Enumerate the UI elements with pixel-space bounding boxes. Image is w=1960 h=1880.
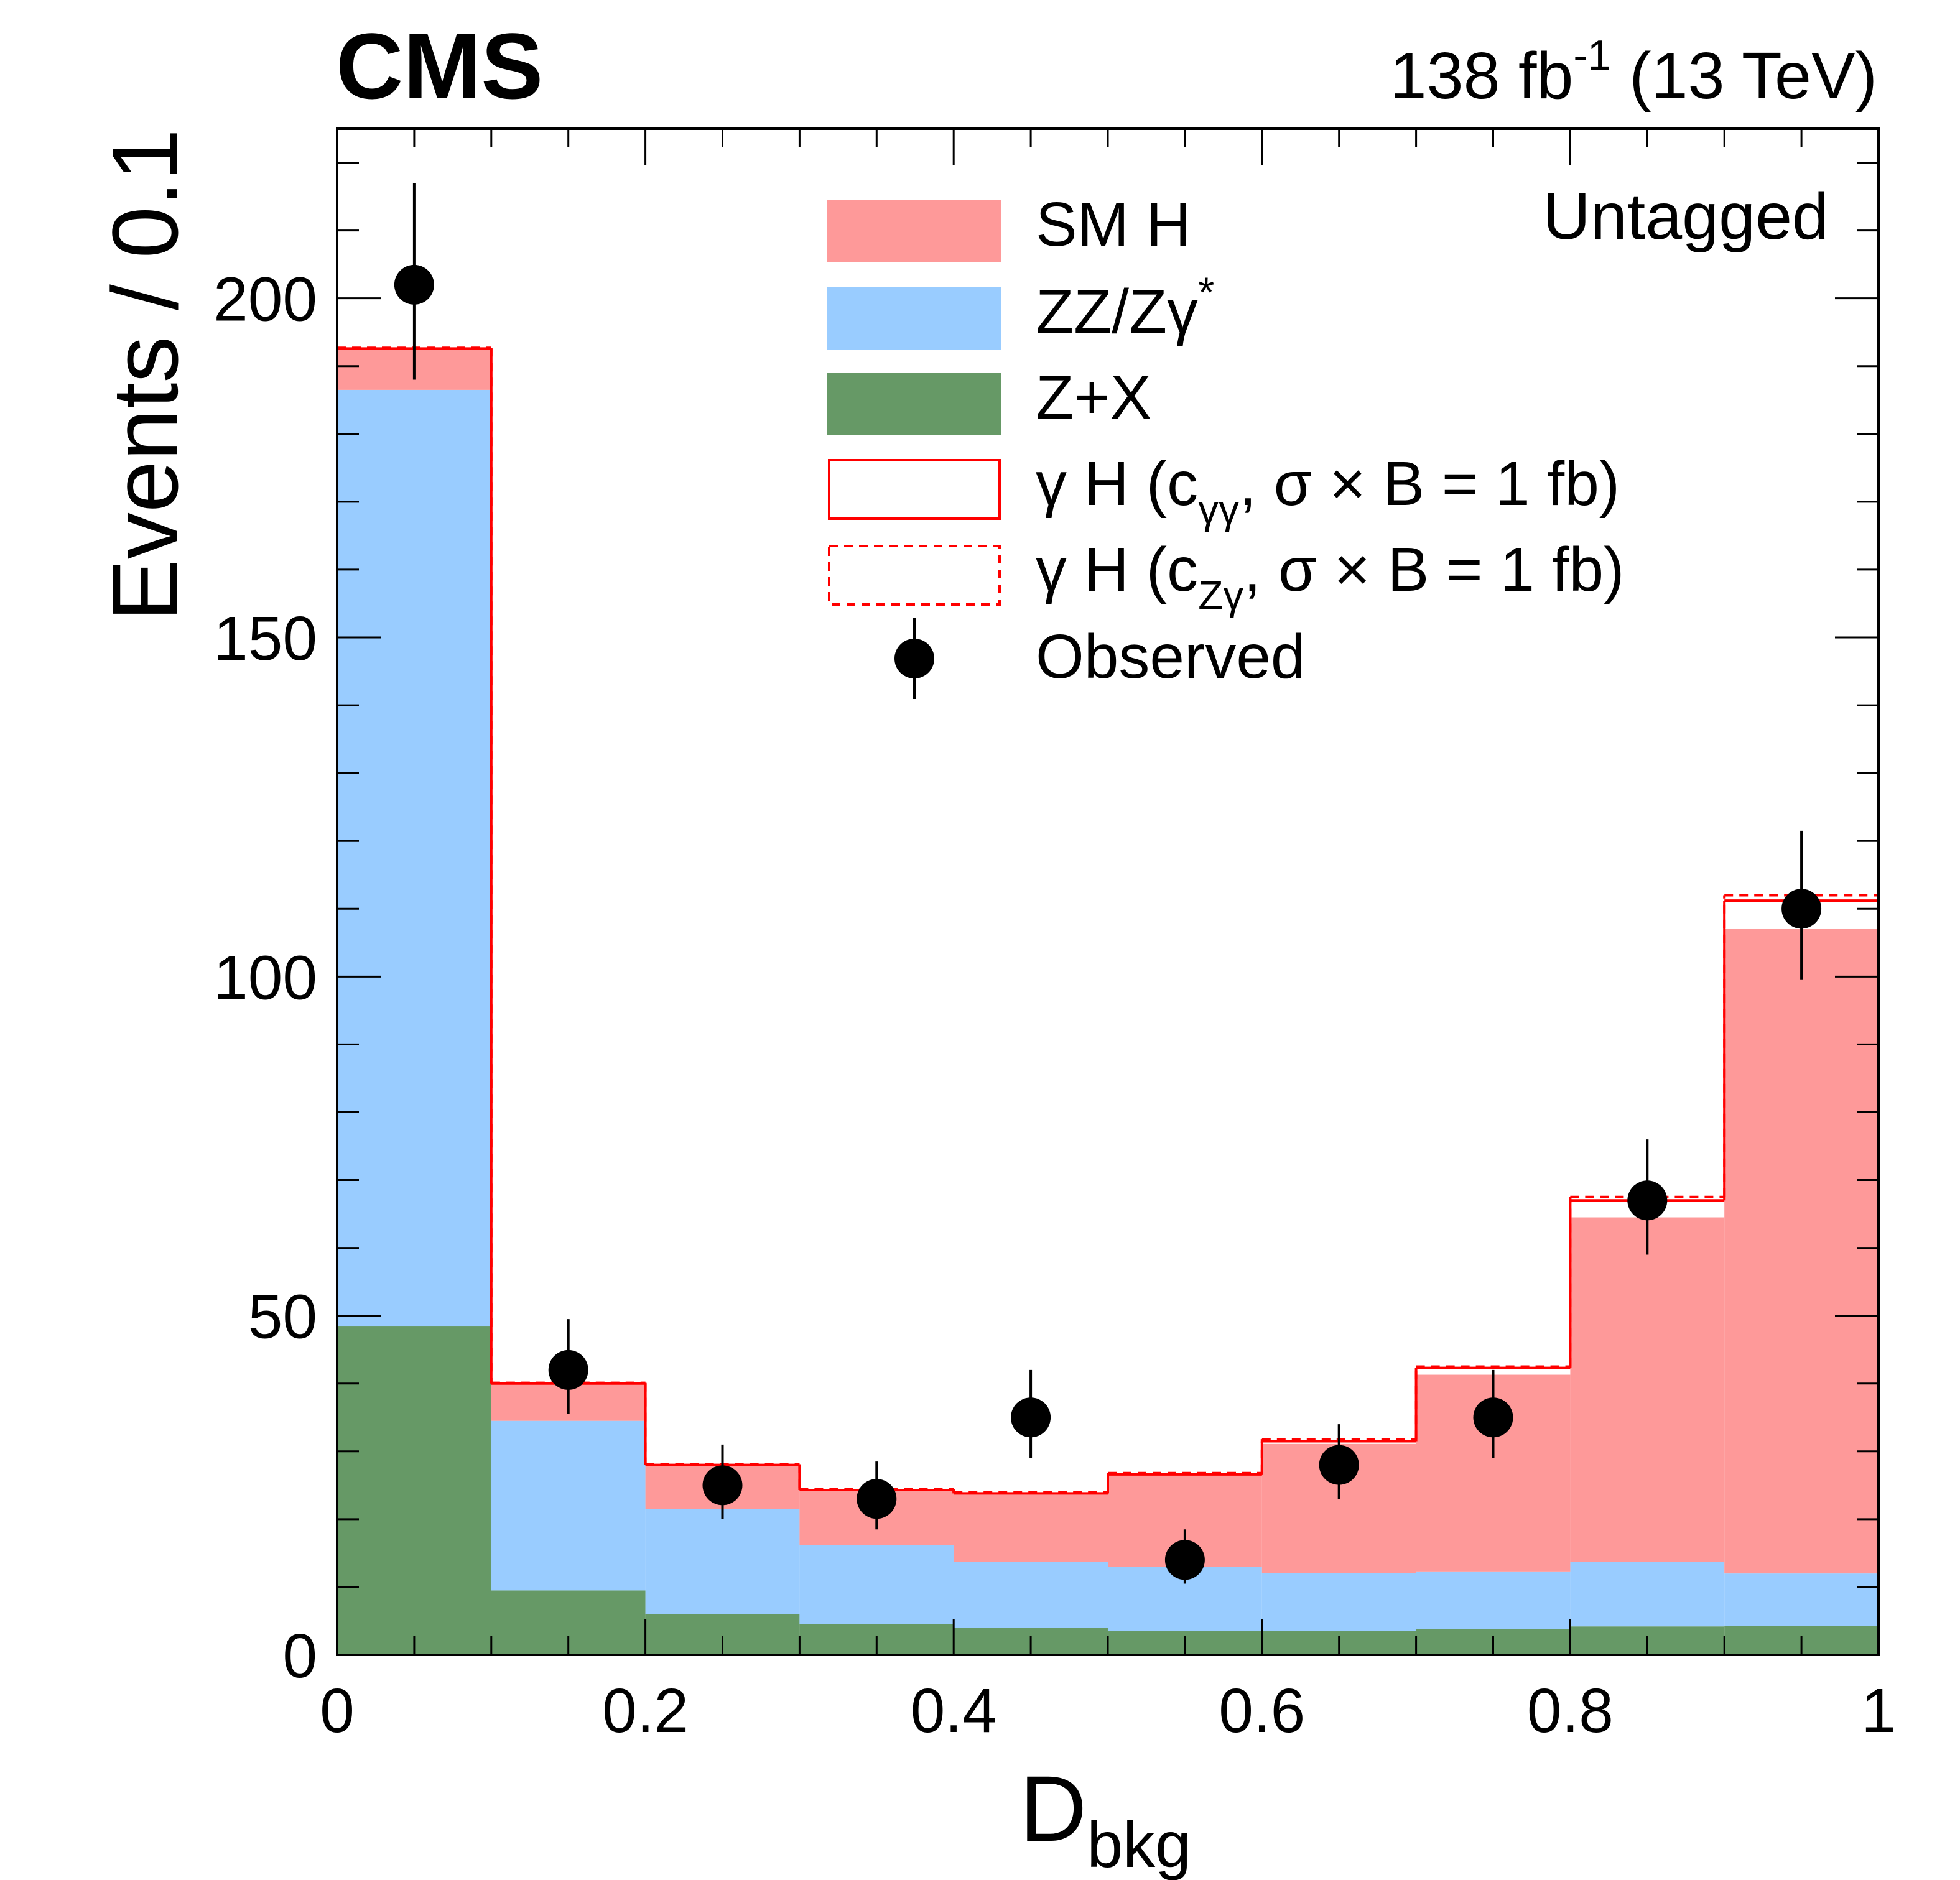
experiment-label: CMS [336, 14, 543, 118]
x-tick-label-5: 1 [1861, 1676, 1896, 1746]
x-axis-title-main: D [1019, 1756, 1087, 1861]
legend-swatch-zz [827, 287, 1001, 350]
observed-point-3 [857, 1479, 897, 1519]
luminosity-value: 138 fb [1390, 39, 1574, 113]
legend-label-observed: Observed [1036, 622, 1306, 692]
observed-point-9 [1781, 889, 1822, 929]
bar-zz-3 [799, 1545, 954, 1624]
luminosity-label: 138 fb-1 (13 TeV) [1390, 32, 1877, 113]
bar-zz-2 [645, 1509, 800, 1614]
x-tick-label-3: 0.6 [1219, 1676, 1305, 1746]
legend-label-signal-gg-sub: γγ [1198, 486, 1239, 532]
legend-label-signal-zg: γ H (cZγ, σ × B = 1 fb) [1036, 535, 1624, 618]
legend-swatch-signal-gg [828, 459, 1001, 520]
x-axis-title: Dbkg [1019, 1756, 1191, 1880]
y-tick-label-2: 100 [213, 943, 317, 1012]
observed-point-0 [394, 264, 434, 305]
legend-label-sm-h: SM H [1036, 190, 1191, 259]
observed-point-7 [1473, 1397, 1513, 1438]
observed-point-2 [702, 1465, 743, 1506]
legend-label-signal-gg-post: , σ × B = 1 fb) [1239, 449, 1620, 519]
y-axis-title: Events / 0.1 [93, 129, 197, 621]
y-tick-label-1: 50 [248, 1282, 317, 1352]
legend-swatch-signal-zg [828, 545, 1001, 606]
bar-zz-8 [1570, 1562, 1725, 1627]
bar-sm-h-8 [1570, 1217, 1725, 1562]
bar-zz-4 [954, 1562, 1108, 1628]
legend-swatch-zx [827, 373, 1001, 435]
energy-label: (13 TeV) [1611, 39, 1877, 113]
x-tick-label-2: 0.4 [911, 1676, 997, 1746]
legend-label-signal-zg-post: , σ × B = 1 fb) [1243, 535, 1624, 604]
bar-zz-0 [337, 389, 491, 1327]
bar-sm-h-4 [954, 1494, 1108, 1562]
observed-point-8 [1627, 1180, 1668, 1221]
legend-label-signal-gg: γ H (cγγ, σ × B = 1 fb) [1036, 449, 1620, 532]
bar-zz-7 [1416, 1571, 1571, 1629]
x-tick-label-0: 0 [320, 1676, 355, 1746]
bar-zz-9 [1724, 1573, 1879, 1626]
legend-swatch-sm-h [827, 200, 1001, 262]
legend-label-zz-base: ZZ/Zγ [1036, 277, 1198, 346]
bar-sm-h-9 [1724, 928, 1879, 1574]
observed-point-5 [1164, 1540, 1205, 1580]
y-tick-label-0: 0 [282, 1621, 317, 1691]
legend: SM H ZZ/Zγ* Z+X γ H (cγγ, σ × B = 1 fb) … [827, 190, 1624, 699]
legend-label-zx: Z+X [1036, 363, 1151, 432]
x-tick-label-1: 0.2 [602, 1676, 689, 1746]
observed-point-1 [548, 1350, 588, 1390]
legend-label-zz: ZZ/Zγ* [1036, 269, 1215, 346]
x-tick-label-4: 0.8 [1527, 1676, 1614, 1746]
y-tick-label-3: 150 [213, 604, 317, 674]
legend-label-signal-gg-pre: γ H (c [1036, 449, 1198, 519]
x-tick-labels: 0 0.2 0.4 0.6 0.8 1 [320, 1676, 1896, 1746]
legend-label-signal-zg-sub: Zγ [1198, 572, 1243, 618]
legend-marker-observed [894, 639, 934, 678]
y-tick-label-4: 200 [213, 265, 317, 335]
observed-data [394, 183, 1822, 1584]
axis-ticks [336, 129, 1880, 1656]
x-axis-title-sub: bkg [1087, 1809, 1191, 1880]
bar-zx-0 [337, 1326, 491, 1655]
observed-point-4 [1011, 1397, 1051, 1438]
category-label: Untagged [1543, 180, 1829, 253]
legend-label-zz-sup: * [1198, 269, 1214, 316]
luminosity-exponent: -1 [1573, 32, 1610, 79]
legend-label-signal-zg-pre: γ H (c [1036, 535, 1198, 604]
bar-zz-1 [491, 1420, 646, 1591]
y-tick-labels: 0 50 100 150 200 [213, 265, 317, 1691]
bar-zz-6 [1261, 1573, 1416, 1631]
observed-point-6 [1319, 1445, 1359, 1485]
